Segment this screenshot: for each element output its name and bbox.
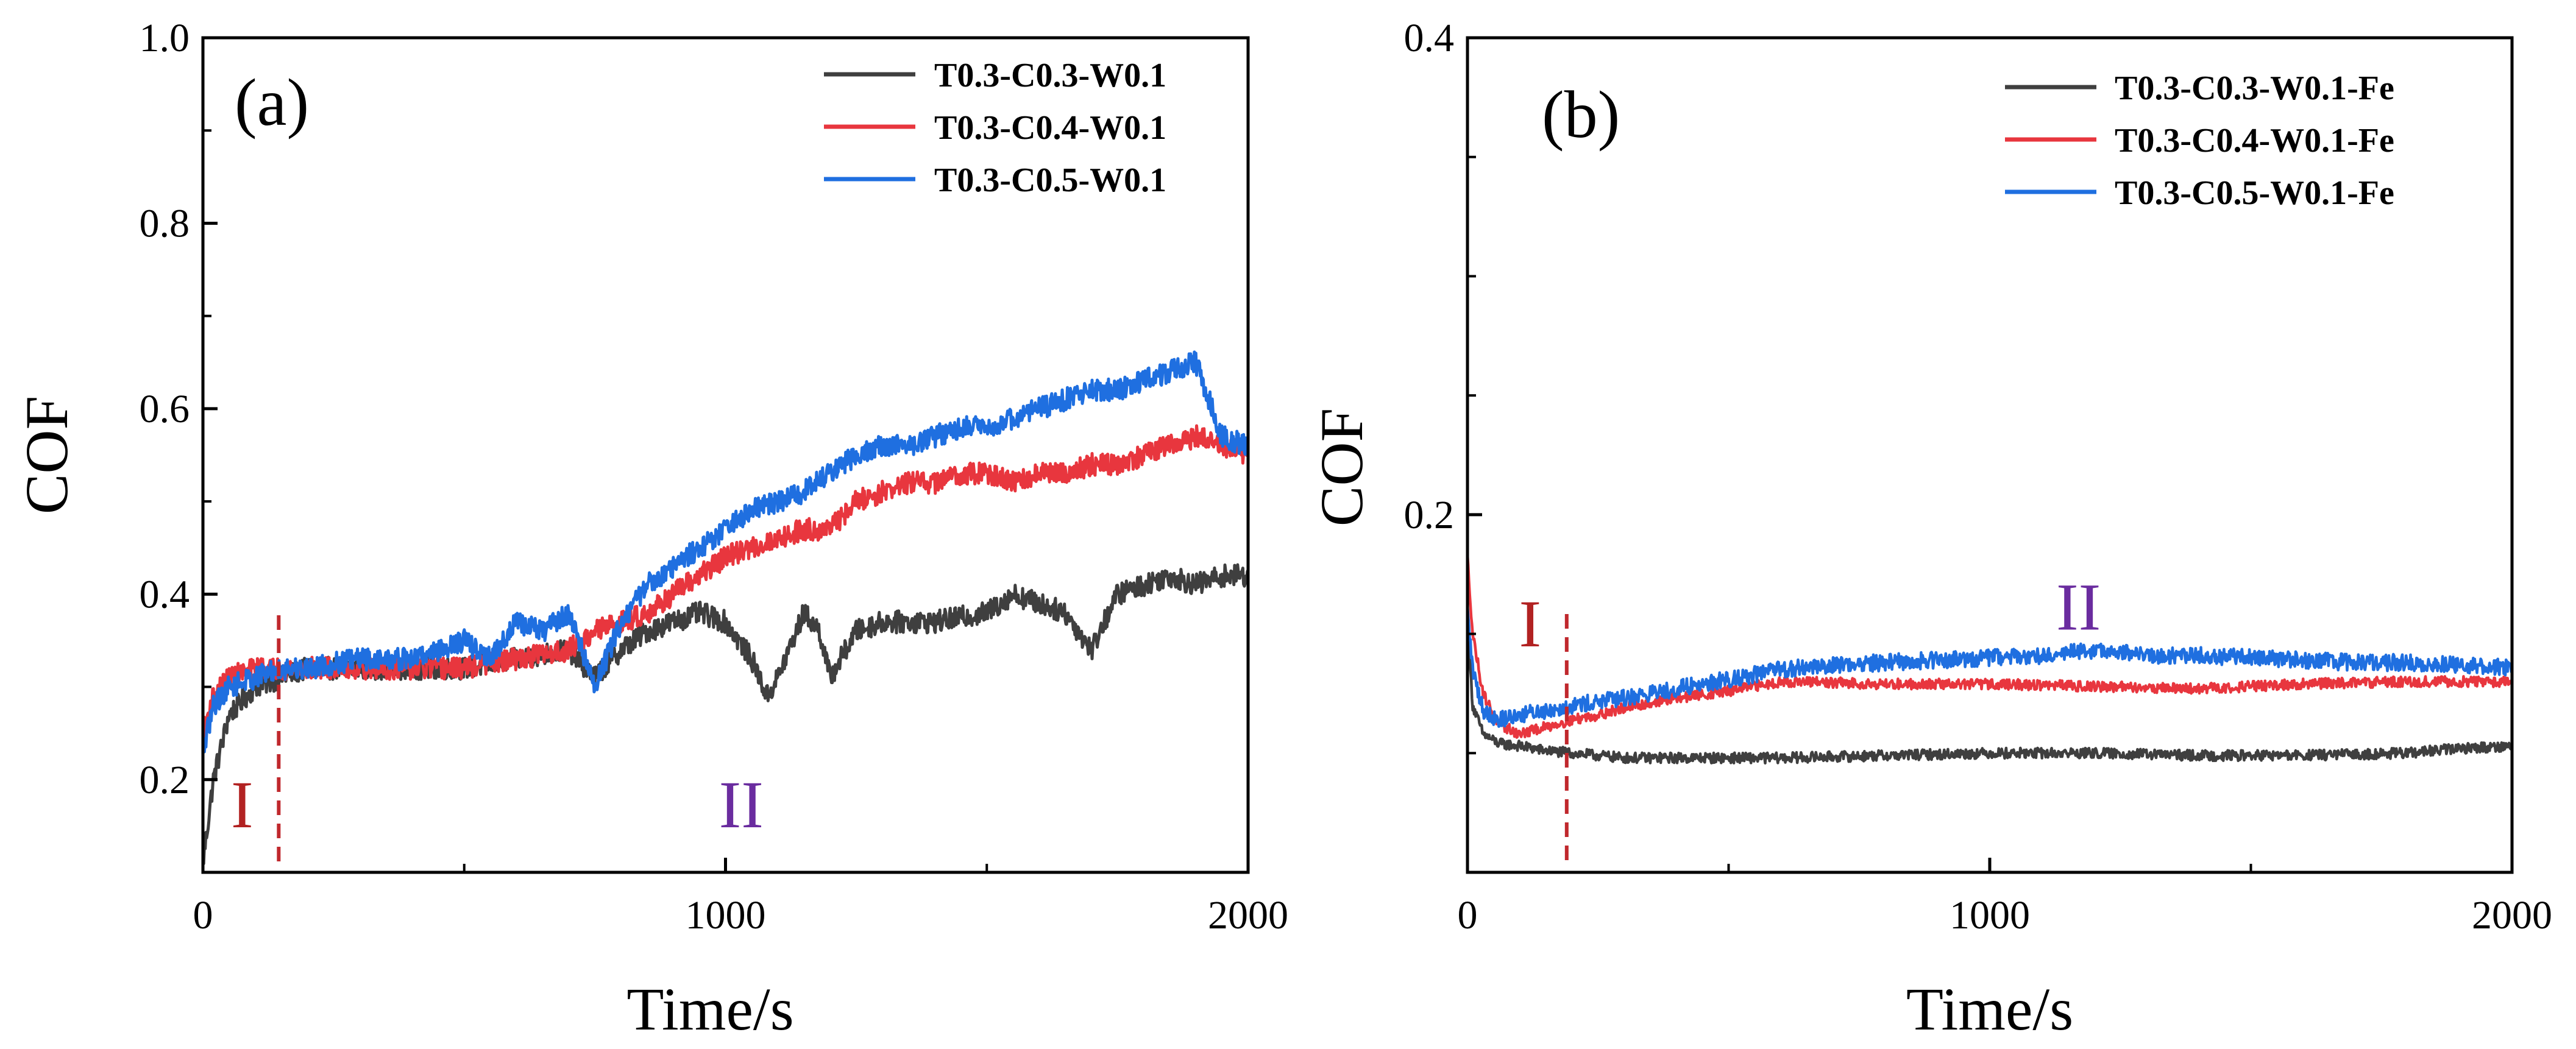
y-axis-label: COF: [13, 396, 80, 515]
series-line-1: [1466, 619, 2514, 765]
y-tick-label: 0.2: [1404, 493, 1455, 537]
x-axis-label: Time/s: [626, 975, 793, 1043]
series-group: [1466, 554, 2514, 765]
panel-label: (b): [1542, 77, 1620, 152]
y-tick-label: 1.0: [140, 16, 190, 60]
legend-label-3: T0.3-C0.5-W0.1-Fe: [2115, 174, 2394, 212]
legend-label-1: T0.3-C0.3-W0.1: [934, 57, 1166, 94]
stage-label-ii: II: [719, 768, 764, 842]
y-tick-label: 0.2: [140, 758, 190, 802]
series-line-3: [201, 350, 1250, 754]
y-tick-label: 0.4: [140, 572, 190, 616]
stage-label-ii: II: [2056, 570, 2101, 645]
legend: T0.3-C0.3-W0.1 T0.3-C0.4-W0.1 T0.3-C0.5-W0…: [824, 57, 1166, 199]
y-tick-label: 0.8: [140, 201, 190, 245]
series-line-2: [1466, 554, 2514, 739]
legend: T0.3-C0.3-W0.1-Fe T0.3-C0.4-W0.1-Fe T0.3-C…: [2005, 69, 2394, 212]
series-line-3: [1466, 605, 2514, 728]
panel-label: (a): [235, 65, 309, 140]
y-tick-label: 0.6: [140, 387, 190, 431]
x-axis-label: Time/s: [1906, 975, 2073, 1043]
legend-label-2: T0.3-C0.4-W0.1-Fe: [2115, 122, 2394, 160]
x-tick-label: 1000: [686, 893, 766, 938]
x-tick-label: 2000: [1208, 893, 1288, 938]
x-tick-label: 0: [1458, 893, 1478, 938]
stage-label-i: I: [231, 768, 254, 842]
series-group: [201, 350, 1250, 866]
legend-label-2: T0.3-C0.4-W0.1: [934, 109, 1166, 147]
y-axis-label: COF: [1308, 408, 1375, 527]
y-tick-label: 0.4: [1404, 16, 1455, 60]
x-tick-label: 1000: [1950, 893, 2030, 938]
x-tick-label: 2000: [2472, 893, 2552, 938]
legend-label-3: T0.3-C0.5-W0.1: [934, 161, 1166, 199]
legend-label-1: T0.3-C0.3-W0.1-Fe: [2115, 69, 2394, 107]
x-tick-label: 0: [193, 893, 213, 938]
stage-label-i: I: [1519, 587, 1542, 661]
